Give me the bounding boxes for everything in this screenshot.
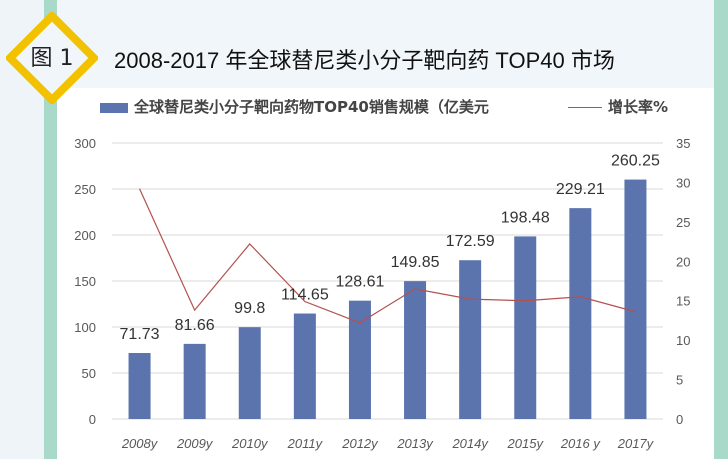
x-axis-tick: 2009y — [176, 436, 214, 451]
x-axis-tick: 2008y — [121, 436, 159, 451]
figure-badge: 图 1 — [30, 46, 74, 71]
diamond-badge-icon — [6, 12, 98, 104]
bar-data-label: 260.25 — [611, 153, 660, 170]
x-axis-tick: 2017y — [617, 436, 655, 451]
bar — [569, 208, 592, 419]
legend-bar-label: 全球替尼类小分子靶向药物TOP40销售规模（亿美元 — [134, 98, 489, 116]
left-axis-tick: 300 — [74, 136, 96, 151]
bar — [293, 313, 316, 419]
x-axis-tick: 2012y — [341, 436, 379, 451]
left-axis-tick: 200 — [74, 228, 96, 243]
bar-data-label: 114.65 — [281, 287, 329, 304]
bar — [624, 179, 647, 419]
right-axis-tick: 30 — [676, 175, 690, 190]
x-axis-tick: 2016 y — [560, 436, 602, 451]
bar-data-label: 198.48 — [501, 209, 550, 226]
right-axis-tick: 25 — [676, 215, 690, 230]
left-axis-tick: 150 — [74, 274, 96, 289]
bar — [404, 281, 427, 419]
bar — [514, 236, 537, 419]
right-axis-tick: 10 — [676, 333, 690, 348]
legend-bar-swatch — [100, 102, 128, 113]
bar-data-label: 128.61 — [335, 274, 384, 291]
bar-data-label: 99.8 — [234, 300, 265, 317]
legend-line: 增长率% — [568, 96, 668, 117]
legend-bar: 全球替尼类小分子靶向药物TOP40销售规模（亿美元 — [100, 96, 489, 117]
bar — [348, 300, 371, 419]
bar — [128, 353, 151, 419]
left-axis-tick: 100 — [74, 320, 96, 335]
left-axis-tick: 0 — [89, 412, 96, 427]
left-decor-strip — [44, 0, 57, 459]
right-axis-tick: 15 — [676, 294, 690, 309]
left-axis-tick: 50 — [82, 366, 96, 381]
bar — [459, 260, 482, 419]
right-axis-tick: 0 — [676, 412, 683, 427]
right-axis-tick: 20 — [676, 254, 690, 269]
x-axis-tick: 2014y — [451, 436, 489, 451]
legend-line-label: 增长率% — [608, 98, 669, 116]
right-axis-tick: 5 — [676, 373, 683, 388]
bar-data-label: 149.85 — [391, 254, 440, 271]
chart-title: 2008-2017 年全球替尼类小分子靶向药 TOP40 市场 — [114, 48, 615, 73]
x-axis-tick: 2015y — [507, 436, 545, 451]
growth-rate-line — [139, 188, 636, 324]
right-axis-tick: 35 — [676, 136, 690, 151]
bar — [238, 327, 261, 419]
title-band — [57, 0, 714, 88]
legend-line-swatch — [568, 107, 602, 108]
x-axis-tick: 2011y — [287, 436, 324, 451]
right-decor-strip — [714, 0, 728, 459]
bar — [183, 343, 206, 419]
x-axis-tick: 2013y — [396, 436, 434, 451]
left-axis-tick: 250 — [74, 182, 96, 197]
bar-data-label: 229.21 — [556, 181, 605, 198]
chart-area — [57, 88, 714, 459]
bar-data-label: 172.59 — [446, 233, 495, 250]
bar-data-label: 81.66 — [175, 317, 215, 334]
bar-data-label: 71.73 — [120, 326, 160, 343]
x-axis-tick: 2010y — [231, 436, 269, 451]
